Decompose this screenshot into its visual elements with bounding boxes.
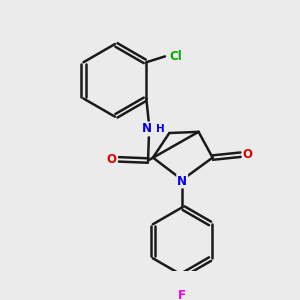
Text: H: H (156, 124, 165, 134)
Text: N: N (177, 175, 187, 188)
Text: F: F (178, 289, 186, 300)
Text: O: O (243, 148, 253, 161)
Text: N: N (142, 122, 152, 135)
Text: Cl: Cl (169, 50, 182, 63)
Text: O: O (107, 153, 117, 166)
